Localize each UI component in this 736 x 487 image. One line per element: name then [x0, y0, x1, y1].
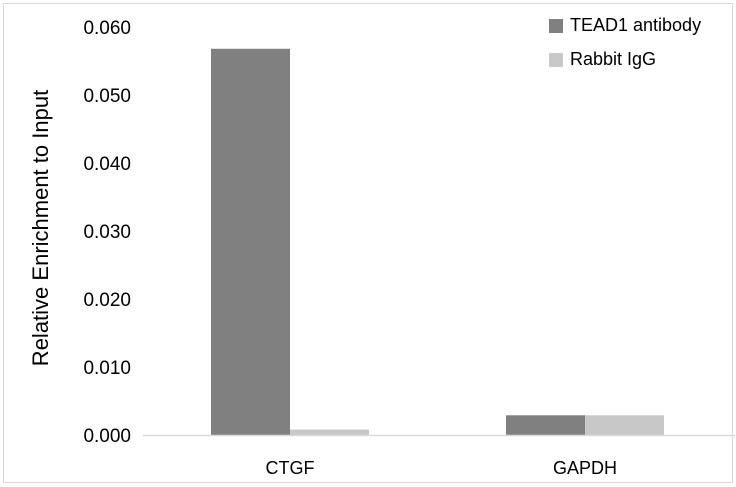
legend-swatch-tead1-antibody [549, 19, 563, 33]
bars [211, 48, 664, 435]
bar-ctgf-rabbit-igg [290, 429, 369, 435]
legend-label: TEAD1 antibody [570, 15, 701, 35]
y-axis-ticks: 0.000 0.010 0.020 0.030 0.040 0.050 0.060 [83, 18, 131, 447]
legend-swatch-rabbit-igg [549, 53, 563, 67]
x-tick-label-gapdh: GAPDH [553, 458, 617, 478]
legend-label: Rabbit IgG [570, 49, 656, 69]
chart-frame [3, 3, 733, 483]
y-tick-label: 0.010 [83, 358, 131, 379]
x-axis-ticks: CTGF GAPDH [266, 458, 618, 478]
bar-gapdh-tead1-antibody [506, 415, 585, 435]
y-tick-label: 0.040 [83, 154, 131, 175]
y-tick-label: 0.030 [83, 222, 131, 243]
bar-ctgf-tead1-antibody [211, 48, 290, 435]
y-tick-label: 0.050 [83, 86, 131, 107]
bar-gapdh-rabbit-igg [585, 415, 664, 435]
y-axis-title: Relative Enrichment to Input [28, 90, 53, 366]
y-tick-label: 0.020 [83, 290, 131, 311]
y-tick-label: 0.000 [83, 426, 131, 447]
y-tick-label: 0.060 [83, 18, 131, 39]
legend: TEAD1 antibody Rabbit IgG [549, 15, 701, 69]
x-tick-label-ctgf: CTGF [266, 458, 315, 478]
